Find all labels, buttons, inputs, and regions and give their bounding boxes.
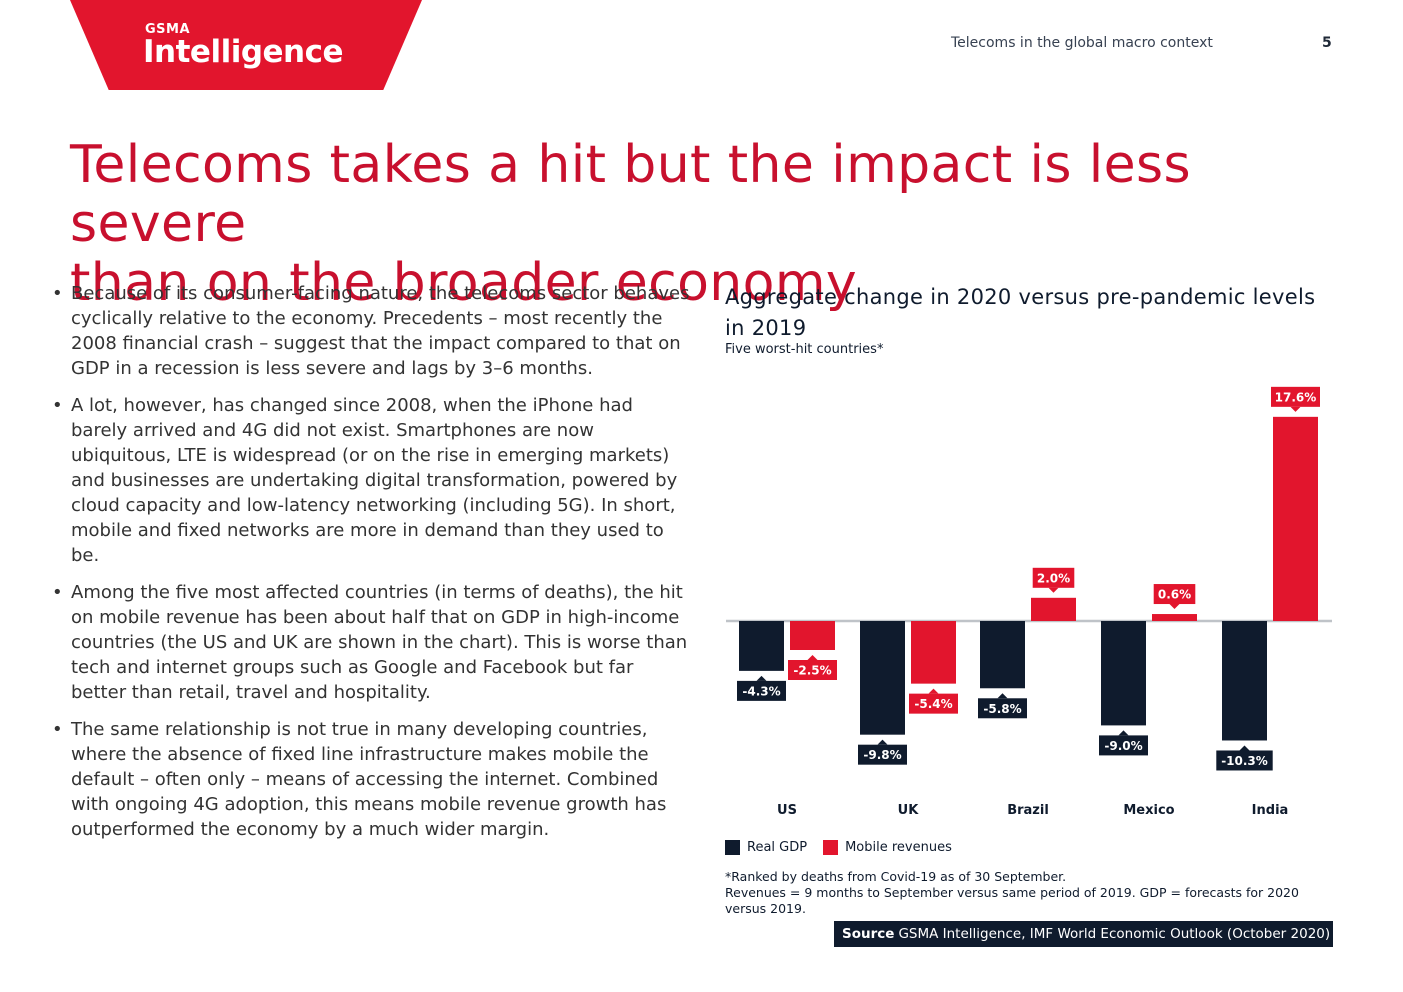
bar-mobile-revenues	[1031, 597, 1076, 621]
footnotes: *Ranked by deaths from Covid-19 as of 30…	[725, 869, 1335, 917]
data-label-pointer	[997, 693, 1008, 699]
chart-legend: Real GDP Mobile revenues	[725, 840, 952, 855]
logo-intelligence-text: Intelligence	[143, 34, 344, 70]
bar-mobile-revenues	[911, 621, 956, 684]
data-label: -10.3%	[1221, 754, 1268, 768]
bar-mobile-revenues	[1152, 614, 1197, 621]
bar-real-gdp	[1222, 621, 1267, 741]
data-label-box	[1032, 567, 1075, 588]
data-label-box	[1271, 386, 1320, 407]
legend-item-mobile-revenues: Mobile revenues	[823, 840, 952, 855]
footnote-ranking: *Ranked by deaths from Covid-19 as of 30…	[725, 869, 1067, 884]
data-label-pointer	[1239, 745, 1250, 751]
bullet-list: Because of its consumer-facing nature, t…	[50, 281, 690, 854]
data-label-pointer	[1290, 406, 1301, 412]
bar-real-gdp	[860, 621, 905, 735]
data-label: 17.6%	[1275, 390, 1317, 404]
data-label-box	[1099, 735, 1148, 756]
data-label-pointer	[807, 655, 818, 660]
category-label: US	[777, 803, 797, 818]
data-label-pointer	[877, 739, 888, 745]
legend-label-real-gdp: Real GDP	[747, 840, 808, 855]
data-label-pointer	[1169, 604, 1180, 610]
section-title: Telecoms in the global macro context	[951, 35, 1213, 51]
bullet-item: A lot, however, has changed since 2008, …	[50, 393, 690, 568]
data-label-box	[1216, 750, 1273, 771]
logo-gsma-text: GSMA	[145, 22, 191, 37]
footnote-methodology: Revenues = 9 months to September versus …	[725, 885, 1299, 916]
data-label-box	[858, 744, 907, 765]
legend-label-mobile-revenues: Mobile revenues	[845, 840, 952, 855]
bar-real-gdp	[739, 621, 784, 671]
data-label-box	[737, 680, 786, 701]
data-label: -5.4%	[914, 697, 952, 711]
page-number: 5	[1322, 35, 1332, 51]
legend-swatch-real-gdp	[725, 840, 740, 855]
bar-mobile-revenues	[790, 621, 835, 650]
data-label: 2.0%	[1037, 571, 1070, 585]
bar-real-gdp	[980, 621, 1025, 689]
category-label: Mexico	[1123, 803, 1174, 818]
category-label: India	[1252, 803, 1289, 818]
page-title-line-1: Telecoms takes a hit but the impact is l…	[70, 135, 1192, 254]
source-text: GSMA Intelligence, IMF World Economic Ou…	[898, 926, 1331, 942]
data-label-box	[978, 698, 1027, 719]
data-label-box	[909, 693, 958, 714]
data-label-pointer	[1118, 730, 1129, 736]
category-label: Brazil	[1007, 803, 1049, 818]
chart-title: Aggregate change in 2020 versus pre-pand…	[725, 285, 1316, 340]
data-label-pointer	[928, 688, 939, 694]
chart-subtitle: Five worst-hit countries*	[725, 342, 884, 357]
data-label-box	[1153, 584, 1196, 605]
data-label: -5.8%	[983, 702, 1021, 716]
data-label: -9.0%	[1104, 739, 1142, 753]
data-label: 0.6%	[1158, 588, 1191, 602]
source-label: Source	[842, 926, 895, 942]
data-label-pointer	[1048, 587, 1059, 593]
bar-mobile-revenues	[1273, 416, 1318, 621]
source-box: Source GSMA Intelligence, IMF World Econo…	[834, 921, 1333, 947]
data-label: -2.5%	[793, 664, 831, 678]
legend-swatch-mobile-revenues	[823, 840, 839, 855]
bullet-item: Among the five most affected countries (…	[50, 580, 690, 705]
bullet-item: Because of its consumer-facing nature, t…	[50, 281, 690, 381]
data-label: -4.3%	[742, 684, 780, 698]
data-label-box	[788, 660, 837, 680]
logo-banner	[70, 0, 422, 90]
data-label: -9.8%	[863, 748, 901, 762]
bar-real-gdp	[1101, 621, 1146, 726]
data-label-pointer	[756, 675, 767, 681]
bullet-item: The same relationship is not true in man…	[50, 717, 690, 842]
category-label: UK	[898, 803, 920, 818]
legend-item-real-gdp: Real GDP	[725, 840, 807, 855]
